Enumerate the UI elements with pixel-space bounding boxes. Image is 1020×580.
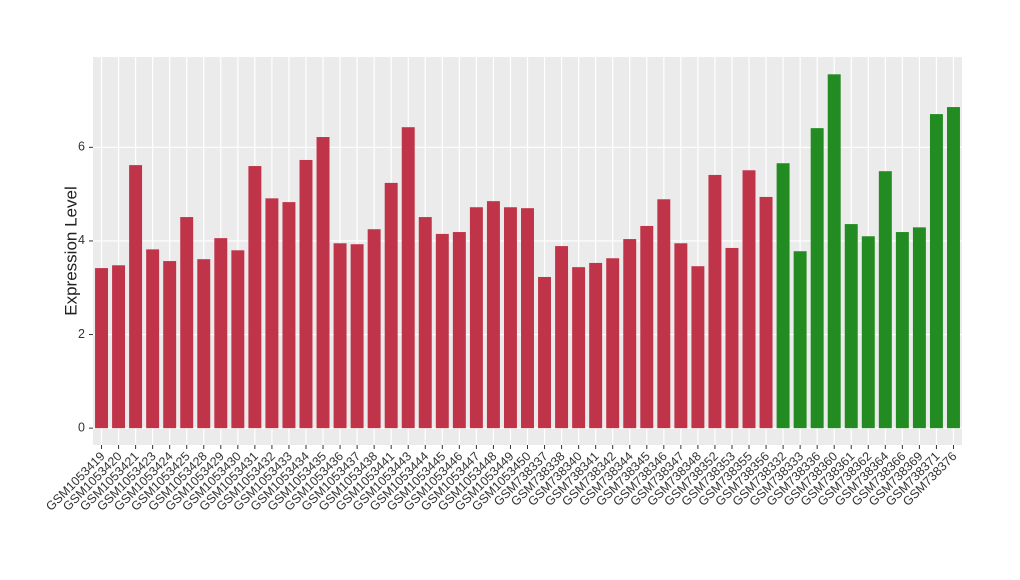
bar — [810, 128, 824, 429]
bar — [214, 238, 228, 429]
bar — [248, 166, 262, 429]
bar — [691, 266, 705, 429]
bar — [503, 207, 517, 429]
bar — [861, 236, 875, 429]
bar — [163, 261, 177, 429]
bar — [640, 225, 654, 429]
bar — [912, 227, 926, 429]
bar — [146, 249, 160, 429]
bar — [95, 268, 108, 429]
bar — [521, 208, 534, 429]
y-tick-label: 4 — [78, 233, 85, 247]
bar — [452, 232, 466, 429]
bar — [197, 259, 211, 429]
bar — [401, 127, 415, 429]
y-tick-label: 0 — [78, 420, 85, 434]
bar — [299, 159, 313, 429]
bar — [657, 199, 671, 429]
bar — [572, 267, 586, 429]
bar — [759, 196, 773, 429]
bar — [469, 207, 483, 429]
bar — [742, 170, 756, 429]
bar — [265, 198, 279, 429]
bar — [333, 243, 347, 429]
bar — [316, 137, 330, 429]
bar — [947, 107, 960, 429]
bar — [589, 262, 603, 429]
bar — [231, 250, 245, 429]
bar — [282, 202, 296, 429]
bar — [112, 265, 126, 429]
bar — [367, 229, 381, 429]
bar — [418, 217, 432, 429]
bar — [606, 258, 620, 429]
bar — [180, 217, 194, 429]
bar — [435, 233, 449, 429]
bar — [878, 171, 892, 429]
bar — [384, 182, 398, 429]
bar — [895, 232, 909, 429]
bar — [776, 163, 790, 429]
y-axis-label: Expression Level — [61, 186, 80, 315]
bar — [623, 239, 637, 429]
bar — [674, 243, 688, 429]
bar — [129, 165, 143, 429]
bar — [725, 247, 739, 429]
bar — [350, 244, 364, 429]
bar — [827, 74, 841, 429]
y-tick-label: 2 — [78, 327, 85, 341]
bar — [538, 276, 552, 429]
y-tick-label: 6 — [78, 140, 85, 154]
bar — [793, 251, 807, 429]
bar — [708, 174, 722, 429]
bar — [555, 246, 569, 429]
bar — [929, 114, 943, 429]
bar — [844, 224, 858, 429]
bar — [486, 201, 500, 429]
